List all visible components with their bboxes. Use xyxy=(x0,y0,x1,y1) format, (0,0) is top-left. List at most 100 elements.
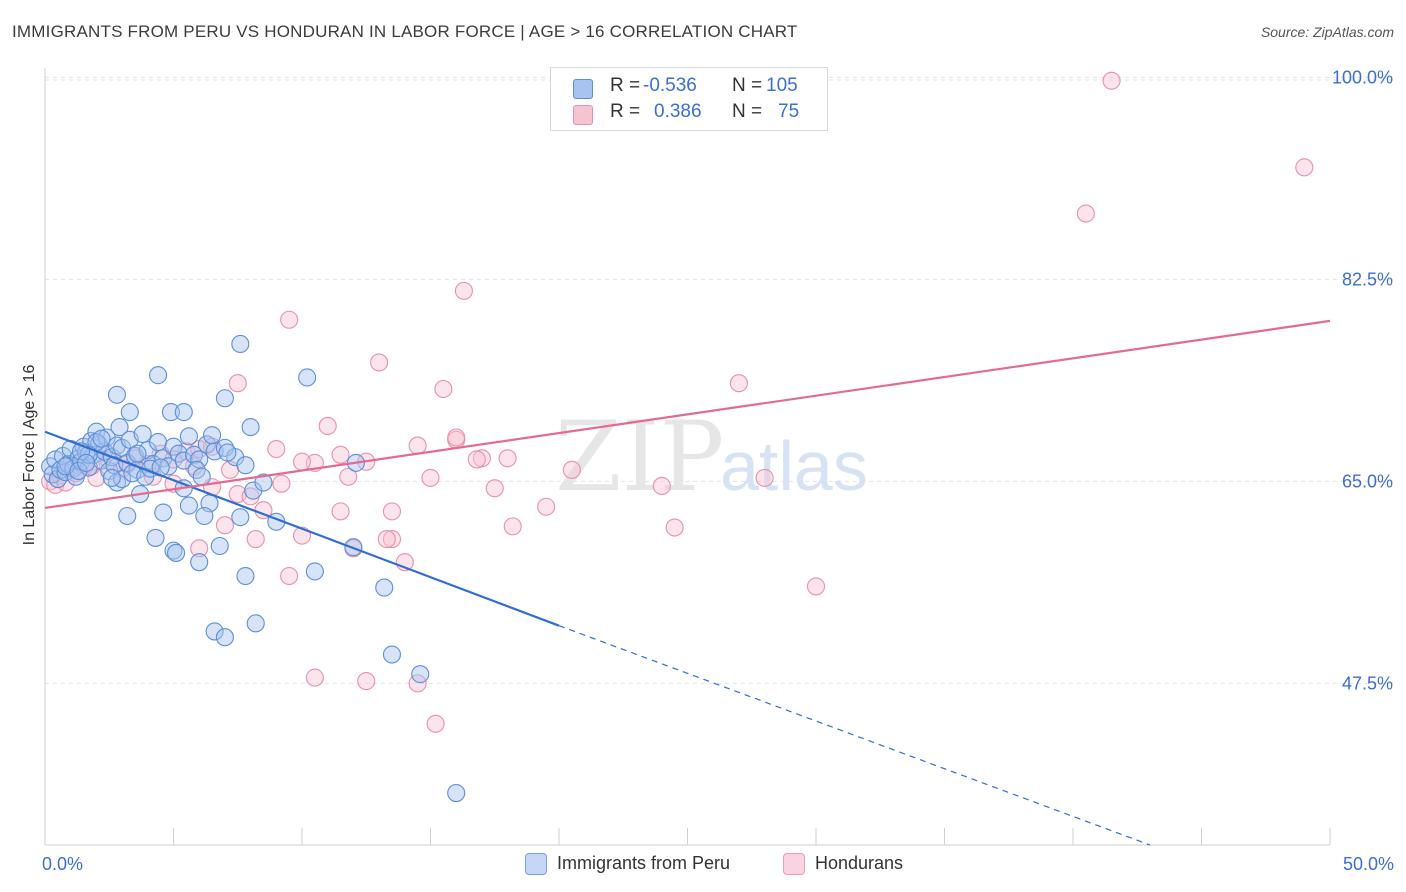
hondurans-r-value: 0.386 xyxy=(654,101,702,122)
honduran-point xyxy=(408,436,427,455)
honduran-point xyxy=(228,374,247,393)
peru-point xyxy=(210,536,229,556)
honduran-point xyxy=(318,416,337,435)
honduran-point xyxy=(467,450,486,469)
peru-point xyxy=(215,628,234,647)
watermark-atlas: atlas xyxy=(720,427,868,505)
honduran-point xyxy=(246,530,265,549)
peru-point xyxy=(107,385,127,404)
honduran-point xyxy=(503,517,522,536)
y-tick-label: 47.5% xyxy=(1342,673,1393,693)
honduran-point xyxy=(426,714,445,733)
peru-point xyxy=(195,506,214,526)
stats-row-peru: R = -0.536 N = 105 xyxy=(573,75,823,101)
watermark: ZIP atlas xyxy=(555,401,868,513)
peru-point xyxy=(174,403,193,422)
peru-point xyxy=(164,541,183,560)
peru-swatch xyxy=(573,79,593,99)
hondurans-n-value: 75 xyxy=(778,101,800,122)
peru-point xyxy=(192,467,211,486)
honduran-point xyxy=(339,467,358,486)
honduran-point xyxy=(280,310,299,329)
honduran-point xyxy=(806,577,826,596)
honduran-point xyxy=(1295,158,1314,177)
honduran-point xyxy=(1076,204,1095,223)
honduran-point xyxy=(331,502,350,521)
watermark-zip: ZIP xyxy=(555,401,724,513)
peru-point xyxy=(102,468,121,487)
y-tick-labels: 47.5% 65.0% 82.5% 100.0% xyxy=(1332,67,1393,693)
peru-point xyxy=(205,622,224,641)
honduran-point xyxy=(190,539,209,558)
peru-point xyxy=(128,444,147,463)
peru-point xyxy=(254,473,273,492)
honduran-point xyxy=(382,502,402,521)
peru-point xyxy=(77,453,96,472)
hondurans-swatch xyxy=(573,105,593,125)
stats-row-hondurans: R = 0.386 N = 75 xyxy=(573,101,823,127)
honduran-point xyxy=(377,530,396,549)
peru-point xyxy=(161,403,180,422)
peru-point xyxy=(298,368,317,387)
honduran-point xyxy=(1102,71,1121,90)
peru-point xyxy=(110,418,129,437)
peru-point xyxy=(154,503,173,522)
peru-point xyxy=(197,435,216,454)
peru-point xyxy=(246,614,265,633)
honduran-point xyxy=(305,668,324,687)
x-tick-label-max: 50.0% xyxy=(1343,854,1394,874)
honduran-point xyxy=(498,449,517,468)
peru-point xyxy=(190,450,209,469)
peru-point xyxy=(215,389,234,408)
honduran-point xyxy=(280,566,299,586)
source-credit: Source: ZipAtlas.com xyxy=(1260,24,1394,40)
honduran-point xyxy=(755,468,774,487)
n-label: N = xyxy=(732,101,763,122)
legend-item-hondurans[interactable]: Hondurans xyxy=(783,852,933,876)
peru-point xyxy=(447,784,466,803)
y-tick-label: 82.5% xyxy=(1342,269,1393,289)
peru-point xyxy=(179,496,198,515)
peru-point xyxy=(179,427,198,446)
peru-point xyxy=(218,443,237,462)
peru-point xyxy=(203,426,222,445)
peru-point xyxy=(92,429,111,448)
honduran-point xyxy=(652,476,671,496)
peru-point xyxy=(190,553,209,572)
honduran-point xyxy=(665,518,684,537)
honduran-point xyxy=(434,379,453,399)
peru-point xyxy=(382,645,402,664)
honduran-point xyxy=(562,460,581,479)
stats-legend: R = -0.536 N = 105 R = 0.386 N = 75 xyxy=(550,67,828,131)
honduran-point xyxy=(215,516,234,535)
y-tick-label: 100.0% xyxy=(1332,67,1393,87)
peru-point xyxy=(231,508,250,527)
honduran-point xyxy=(267,439,286,459)
peru-point xyxy=(241,418,260,437)
axes-layer xyxy=(44,68,1331,846)
peru-point xyxy=(411,665,430,684)
peru-n-value: 105 xyxy=(766,75,798,96)
legend-swatch-hondurans xyxy=(783,853,805,875)
peru-point xyxy=(167,543,186,562)
honduran-point xyxy=(382,530,402,549)
y-axis-title: In Labor Force | Age > 16 xyxy=(21,365,38,546)
peru-point xyxy=(305,562,324,581)
y-tick-label: 65.0% xyxy=(1342,471,1393,491)
peru-point xyxy=(133,424,152,444)
legend-label-peru: Immigrants from Peru xyxy=(557,853,731,873)
honduran-point xyxy=(537,497,556,516)
honduran-point xyxy=(331,445,350,464)
honduran-point xyxy=(370,353,389,372)
honduran-point xyxy=(357,672,376,691)
honduran-point xyxy=(454,281,473,300)
peru-trend-extension xyxy=(558,625,1151,846)
trend-lines xyxy=(44,319,1331,846)
peru-point xyxy=(146,528,165,547)
legend-item-peru[interactable]: Immigrants from Peru xyxy=(525,852,765,876)
legend-swatch-peru xyxy=(525,853,547,875)
peru-trend-line xyxy=(44,430,560,627)
peru-point xyxy=(236,566,255,586)
peru-point xyxy=(375,578,394,597)
honduran-point xyxy=(272,474,291,493)
